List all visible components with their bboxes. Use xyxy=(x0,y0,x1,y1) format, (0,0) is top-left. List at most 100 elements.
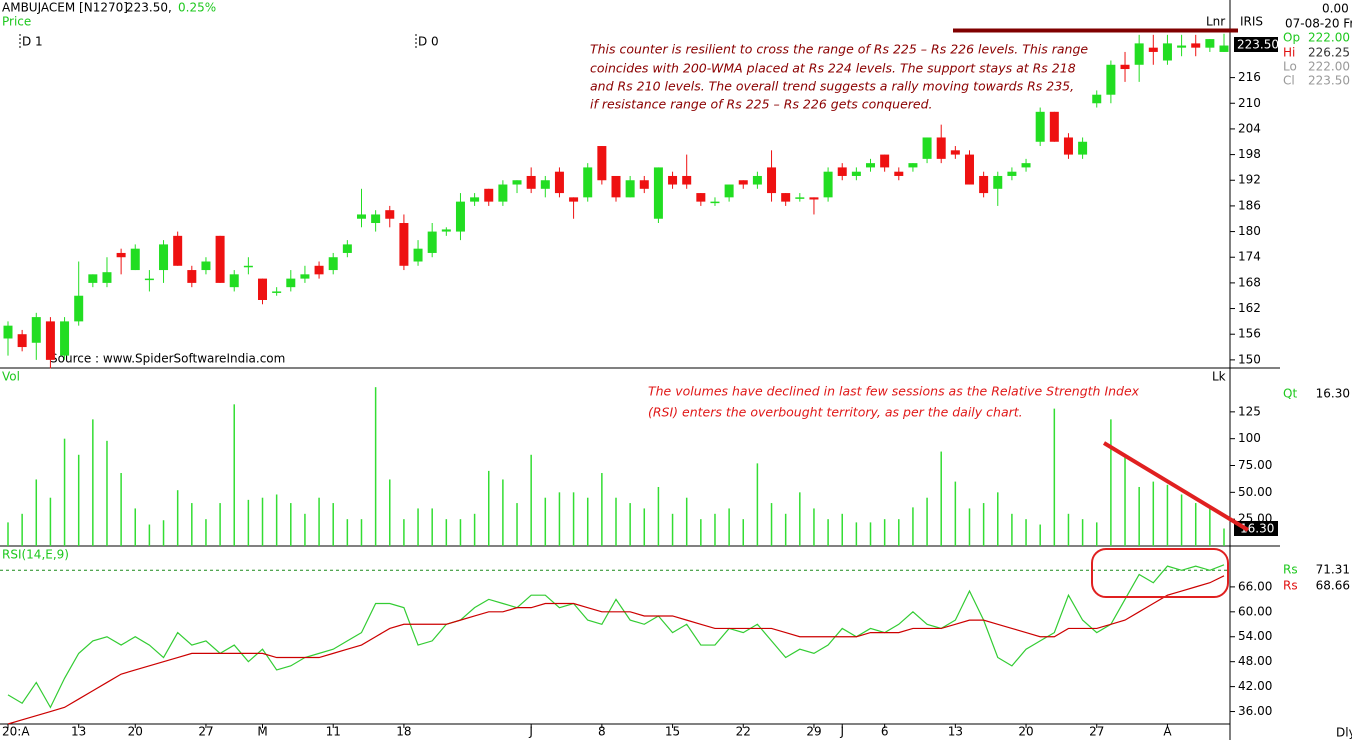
last-volume-box xyxy=(1234,521,1278,536)
rsi-line xyxy=(7,564,1225,709)
candle-body xyxy=(1219,45,1229,52)
y-tick-label: 66.00 xyxy=(1238,579,1272,593)
volume-bar xyxy=(205,519,207,546)
last-price: 223.50, xyxy=(126,1,172,15)
candle-body xyxy=(1191,43,1201,48)
volume-bar xyxy=(615,497,617,546)
volume-bar xyxy=(982,503,985,546)
candle-body xyxy=(639,180,649,189)
y-tick-label: 100 xyxy=(1238,431,1261,445)
symbol: AMBUJACEM [N1270] xyxy=(2,1,128,15)
candle-body xyxy=(908,163,918,168)
candle-body xyxy=(314,265,324,275)
legend-name: Rs xyxy=(1283,563,1298,577)
candle-body xyxy=(74,295,84,322)
y-tick-label: 150 xyxy=(1238,352,1261,366)
label: IRIS xyxy=(1240,15,1263,29)
volume-bar xyxy=(1039,524,1041,546)
volume-bar xyxy=(134,508,137,546)
volume-bar xyxy=(997,492,999,546)
candle-body xyxy=(484,188,494,202)
ohlc-value: 223.50 xyxy=(1308,74,1350,88)
volume-bar xyxy=(629,503,631,546)
volume-bar xyxy=(247,499,250,546)
period: Dly xyxy=(1336,726,1352,740)
volume-bar xyxy=(530,454,532,546)
volume-bar xyxy=(332,503,334,546)
volume-bar xyxy=(1124,454,1126,546)
volume-bar xyxy=(841,513,843,546)
volume-bar xyxy=(403,519,405,546)
candle-body xyxy=(1078,141,1088,155)
volume-bar xyxy=(389,479,391,546)
volume-bar xyxy=(1081,519,1084,546)
candle-body xyxy=(682,175,692,185)
candle-body xyxy=(300,274,310,279)
candle-body xyxy=(455,201,465,232)
volume-bar xyxy=(92,419,94,546)
candle-body xyxy=(795,197,805,199)
volume-bar xyxy=(431,508,433,546)
volume-bar xyxy=(275,494,278,546)
x-tick-label: 13 xyxy=(948,725,963,739)
candle-body xyxy=(823,171,833,198)
candle-body xyxy=(1148,47,1158,52)
ohlc-value: 226.25 xyxy=(1308,46,1350,60)
readout-name: Qt xyxy=(1283,387,1297,401)
x-tick-label: 22 xyxy=(736,725,751,739)
label: Lnr xyxy=(1206,15,1225,29)
y-tick-label: 174 xyxy=(1238,250,1261,264)
x-tick-label: 27 xyxy=(198,725,213,739)
candle-body xyxy=(1177,45,1187,48)
x-tick-label: 20 xyxy=(1018,725,1033,739)
volume-bar xyxy=(657,486,660,546)
candle-body xyxy=(993,175,1003,189)
candle-body xyxy=(272,291,282,293)
marker: D 1 xyxy=(22,35,43,49)
annotation: (RSI) enters the overbought territory, a… xyxy=(648,405,1023,420)
volume-bar xyxy=(233,404,235,546)
ohlc-name: Op xyxy=(1283,31,1300,45)
candle-body xyxy=(159,244,169,271)
candle-body xyxy=(653,167,663,219)
volume-bar xyxy=(502,479,504,546)
x-tick-label: J xyxy=(528,725,533,739)
x-tick-label: 8 xyxy=(598,725,606,739)
volume-bar xyxy=(855,522,858,546)
date: 07-08-20 Fri xyxy=(1285,17,1352,31)
y-tick-label: 75.00 xyxy=(1238,458,1272,472)
label: Lk xyxy=(1212,370,1226,384)
annotation: The volumes have declined in last few se… xyxy=(648,384,1140,399)
annotation: and Rs 210 levels. The overall trend sug… xyxy=(590,79,1074,94)
candle-body xyxy=(342,244,352,253)
candle-body xyxy=(611,175,621,198)
panel-label: RSI(14,E,9) xyxy=(2,548,69,562)
candle-body xyxy=(187,270,197,283)
volume-bar xyxy=(770,503,773,546)
change: 0.25% xyxy=(178,1,216,15)
candle-body xyxy=(441,229,451,232)
top-value: 0.00 xyxy=(1322,2,1349,16)
last-volume-label: 16.30 xyxy=(1240,522,1274,536)
y-tick-label: 204 xyxy=(1238,121,1261,135)
candle-body xyxy=(710,201,720,204)
readout-value: 16.30 xyxy=(1316,387,1350,401)
volume-bar xyxy=(1053,408,1056,546)
volume-bar xyxy=(106,440,108,546)
volume-bar xyxy=(756,463,759,546)
candle-body xyxy=(767,167,777,194)
volume-bar xyxy=(742,519,745,546)
volume-bar xyxy=(968,508,971,546)
volume-bar xyxy=(63,438,66,546)
x-tick-label: 11 xyxy=(326,725,341,739)
volume-bar xyxy=(700,519,702,546)
candle-body xyxy=(1106,64,1116,95)
candle-body xyxy=(837,167,847,176)
annotation: coincides with 200-WMA placed at Rs 224 … xyxy=(590,61,1076,76)
source: Source : www.SpiderSoftwareIndia.com xyxy=(50,352,285,366)
x-tick-label: 29 xyxy=(806,725,821,739)
candle-body xyxy=(1021,163,1031,168)
candle-body xyxy=(724,184,734,198)
last-price-label: 223.50 xyxy=(1237,38,1279,52)
